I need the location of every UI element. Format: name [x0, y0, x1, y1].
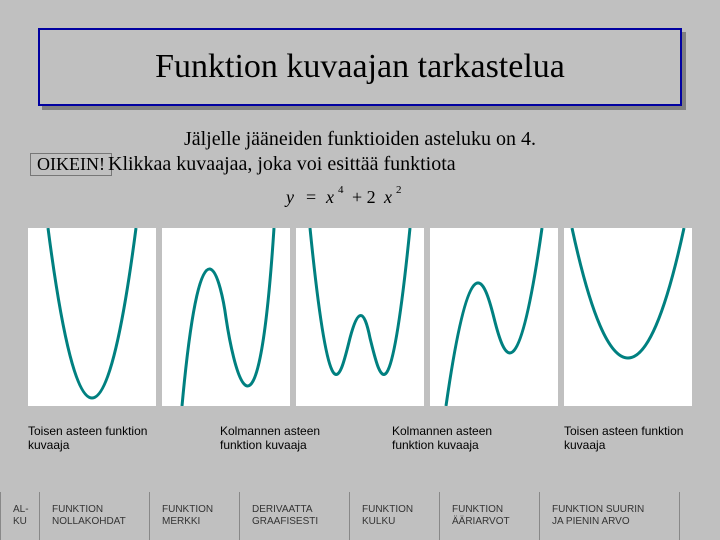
svg-text:x: x — [383, 187, 392, 207]
graph-option-2[interactable] — [162, 228, 290, 406]
caption-4: Toisen asteen funktion kuvaaja — [564, 424, 692, 452]
nav-alku[interactable]: AL-KU — [0, 492, 40, 540]
page-title: Funktion kuvaajan tarkastelua — [50, 48, 670, 86]
nav-kulku[interactable]: FUNKTIONKULKU — [350, 492, 440, 540]
svg-text:2: 2 — [396, 184, 402, 196]
title-box: Funktion kuvaajan tarkastelua — [38, 28, 682, 106]
bottom-nav: AL-KU FUNKTIONNOLLAKOHDAT FUNKTIONMERKKI… — [0, 492, 720, 540]
svg-text:y: y — [284, 187, 294, 207]
graph-option-3[interactable] — [296, 228, 424, 406]
feedback-row: OIKEIN! Klikkaa kuvaajaa, joka voi esitt… — [18, 153, 702, 179]
svg-text:=: = — [306, 187, 316, 207]
formula-svg: y = x 4 + 2 x 2 — [280, 181, 440, 211]
caption-1: Toisen asteen funktion kuvaaja — [28, 424, 156, 452]
graph-option-1[interactable] — [28, 228, 156, 406]
formula: y = x 4 + 2 x 2 — [18, 181, 702, 216]
svg-text:x: x — [325, 187, 334, 207]
caption-3: Kolmannen asteen funktion kuvaaja — [392, 424, 520, 452]
captions-row: Toisen asteen funktion kuvaaja Kolmannen… — [28, 424, 692, 452]
graph-option-4[interactable] — [430, 228, 558, 406]
instruction-line-2: Klikkaa kuvaajaa, joka voi esittää funkt… — [108, 153, 662, 176]
graphs-row — [28, 228, 692, 406]
correct-badge: OIKEIN! — [30, 153, 112, 176]
nav-aariarvot[interactable]: FUNKTIONÄÄRIARVOT — [440, 492, 540, 540]
svg-text:+ 2: + 2 — [352, 187, 376, 207]
nav-derivaatta[interactable]: DERIVAATTAGRAAFISESTI — [240, 492, 350, 540]
graph-option-5[interactable] — [564, 228, 692, 406]
svg-text:4: 4 — [338, 184, 344, 196]
caption-2: Kolmannen asteen funktion kuvaaja — [220, 424, 348, 452]
nav-suurin-pienin[interactable]: FUNKTION SUURINJA PIENIN ARVO — [540, 492, 680, 540]
nav-merkki[interactable]: FUNKTIONMERKKI — [150, 492, 240, 540]
instruction-line-1: Jäljelle jääneiden funktioiden asteluku … — [18, 128, 702, 151]
nav-nollakohdat[interactable]: FUNKTIONNOLLAKOHDAT — [40, 492, 150, 540]
